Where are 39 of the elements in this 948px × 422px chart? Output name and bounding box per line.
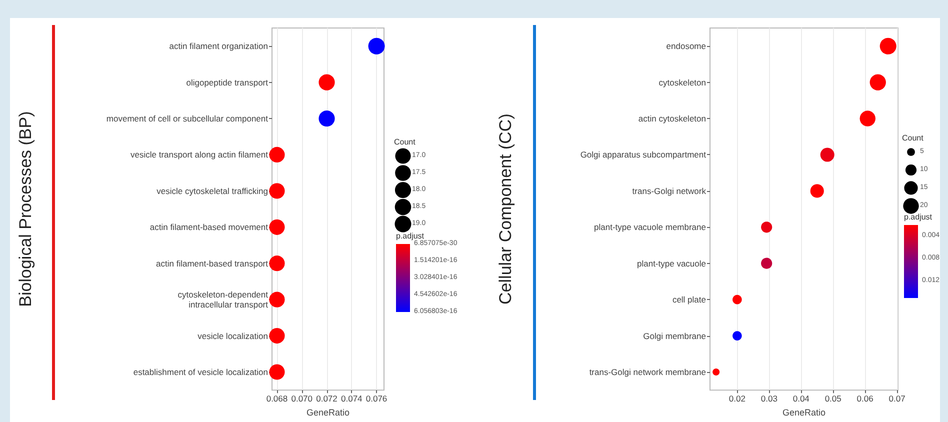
y-tick-label: vesicle localization [198,330,268,341]
x-tick-label: 0.068 [266,394,288,404]
y-tick-label: actin filament-based movement [150,222,269,232]
y-tick-label: actin filament-based transport [156,258,269,268]
x-tick-label: 0.074 [341,394,363,404]
x-tick-label: 0.05 [824,394,842,404]
y-tick-label: cell plate [672,294,706,305]
y-tick-label: vesicle cytoskeletal trafficking [156,186,268,196]
x-tick-label: 0.070 [291,394,313,404]
y-tick-label: cytoskeleton-dependent intracellular transport [178,290,269,310]
x-tick-label: 0.04 [792,394,810,404]
legend-title: Count [394,138,416,146]
y-tick-label: Golgi membrane [643,330,706,341]
y-tick-label: oligopeptide transport [186,77,269,88]
color-bar-title: p.adjust [904,212,933,222]
y-tick-label: trans-Golgi network membrane [589,366,706,377]
color-bar-title: p.adjust [396,232,425,240]
x-tick-label: 0.072 [316,394,338,404]
y-tick-label: trans-Golgi network [632,186,707,196]
x-tick-label: 0.02 [728,394,746,404]
y-tick-label: plant-type vacuole membrane [594,222,706,232]
y-tick-label: actin filament organization [169,41,268,52]
y-tick-label: cytoskeleton [658,77,706,88]
y-tick-label: endosome [666,41,706,52]
y-axis-title: Cellular Component (CC) [496,114,515,304]
y-tick-label: plant-type vacuole [637,258,706,268]
y-tick-label: movement of cell or subcellular component [106,114,269,124]
y-tick-label: Golgi apparatus subcompartment [580,150,707,160]
legend-title: Count [902,134,924,142]
x-axis-title: GeneRatio [306,408,350,418]
x-tick-label: 0.076 [366,394,388,404]
x-tick-label: 0.03 [760,394,778,404]
y-axis-title: Biological Processes (BP) [16,111,35,307]
y-tick-label: actin cytoskeleton [638,114,706,124]
x-tick-label: 0.07 [888,394,906,404]
x-tick-label: 0.06 [856,394,874,404]
x-axis-title: GeneRatio [782,408,826,418]
y-tick-label: vesicle transport along actin filament [130,150,269,160]
y-tick-label: establishment of vesicle localization [133,366,268,377]
